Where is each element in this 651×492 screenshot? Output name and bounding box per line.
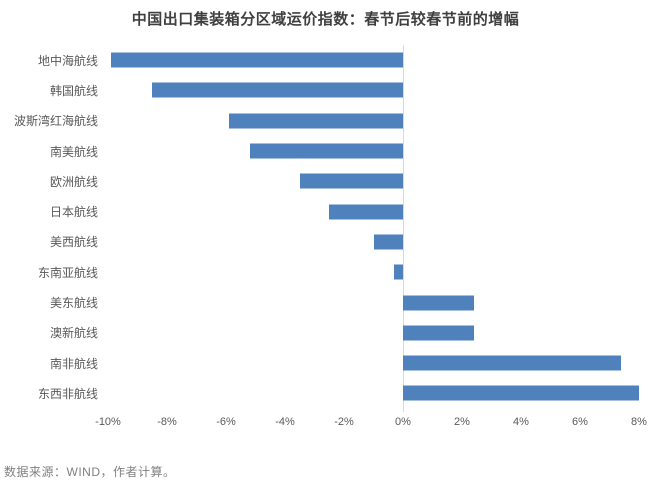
bar-row: 东南亚航线 (0, 257, 651, 287)
bar-row: 欧洲航线 (0, 166, 651, 196)
bar-row: 地中海航线 (0, 45, 651, 75)
bar-plot-area (108, 378, 639, 408)
bar-plot-area (108, 196, 639, 226)
x-axis-tick-label: 2% (454, 415, 470, 428)
bar-plot-area (108, 227, 639, 257)
zero-axis-line (403, 45, 404, 412)
bar-row: 美西航线 (0, 227, 651, 257)
value-bar (228, 113, 403, 129)
bar-plot-area (108, 45, 639, 75)
x-axis-tick-label: -10% (95, 415, 121, 428)
value-bar (299, 173, 403, 189)
x-axis-tick-label: -6% (216, 415, 236, 428)
category-label: 波斯湾红海航线 (13, 114, 98, 129)
x-axis-tick-label: 0% (395, 415, 411, 428)
bar-plot-area (108, 348, 639, 378)
category-label: 欧洲航线 (49, 174, 98, 189)
x-axis-tick-label: -8% (157, 415, 177, 428)
category-label: 东西非航线 (37, 386, 98, 401)
category-label: 东南亚航线 (37, 265, 98, 280)
bar-plot-area (108, 75, 639, 105)
bar-rows-container: 地中海航线韩国航线波斯湾红海航线南美航线欧洲航线日本航线美西航线东南亚航线美东航… (0, 45, 651, 409)
value-bar (403, 295, 474, 311)
source-note: 数据来源：WIND，作者计算。 (4, 465, 176, 479)
category-label: 韩国航线 (49, 83, 98, 98)
category-label: 南非航线 (49, 356, 98, 371)
bar-row: 日本航线 (0, 196, 651, 226)
category-label: 日本航线 (49, 205, 98, 220)
bar-row: 南非航线 (0, 348, 651, 378)
value-bar (249, 143, 403, 159)
category-label: 澳新航线 (49, 326, 98, 341)
bar-plot-area (108, 287, 639, 317)
bar-row: 东西非航线 (0, 378, 651, 408)
value-bar (403, 325, 474, 341)
bar-plot-area (108, 136, 639, 166)
value-bar (394, 264, 403, 280)
value-bar (329, 204, 403, 220)
bar-plot-area (108, 166, 639, 196)
bar-plot-area (108, 257, 639, 287)
bar-plot-area (108, 318, 639, 348)
category-label: 地中海航线 (37, 53, 98, 68)
x-axis-tick-label: -4% (275, 415, 295, 428)
value-bar (152, 82, 403, 98)
bar-row: 美东航线 (0, 287, 651, 317)
bar-row: 澳新航线 (0, 318, 651, 348)
x-axis-tick-label: -2% (334, 415, 354, 428)
bar-row: 韩国航线 (0, 75, 651, 105)
bar-row: 南美航线 (0, 136, 651, 166)
value-bar (110, 52, 403, 68)
bar-plot-area (108, 106, 639, 136)
bar-chart: 地中海航线韩国航线波斯湾红海航线南美航线欧洲航线日本航线美西航线东南亚航线美东航… (0, 45, 651, 433)
value-bar (373, 234, 403, 250)
category-label: 美西航线 (49, 235, 98, 250)
x-axis-tick-label: 8% (631, 415, 647, 428)
value-bar (403, 355, 622, 371)
bar-row: 波斯湾红海航线 (0, 106, 651, 136)
x-axis-tick-label: 6% (572, 415, 588, 428)
chart-title: 中国出口集装箱分区域运价指数：春节后较春节前的增幅 (131, 11, 520, 28)
category-label: 美东航线 (49, 296, 98, 311)
x-axis: -10% -8% -6% -4% -2% 0% 2% 4% 6% 8% (95, 415, 647, 433)
category-label: 南美航线 (49, 144, 98, 159)
value-bar (403, 385, 639, 401)
x-axis-tick-label: 4% (513, 415, 529, 428)
